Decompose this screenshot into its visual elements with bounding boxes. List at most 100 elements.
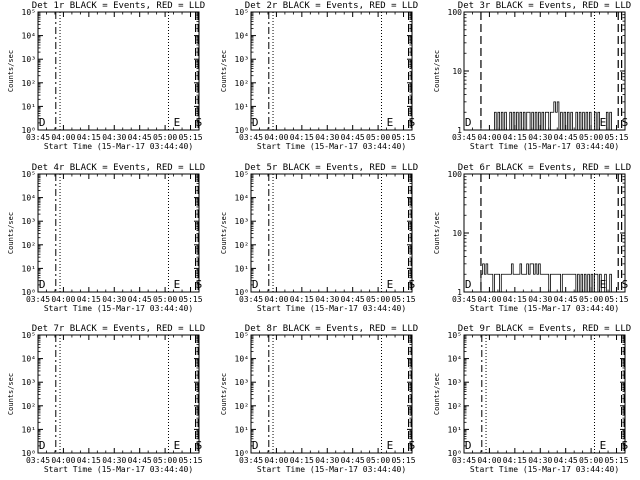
event-marker-d: D [465, 116, 472, 129]
event-marker-d: D [465, 439, 472, 452]
y-tick-label: 10⁵ [235, 8, 249, 17]
chart-panel-5: Det 5r BLACK = Events, RED = LLD 10⁰ 10¹ 10… [220, 163, 418, 313]
x-tick-label: 04:00 [51, 133, 75, 142]
y-tick-label: 10⁴ [235, 32, 249, 41]
plot-frame [37, 334, 200, 454]
y-tick-label: 100 [448, 8, 463, 17]
x-tick-label: 05:00 [366, 456, 390, 465]
chart-title: Det 8r BLACK = Events, RED = LLD [245, 324, 418, 334]
x-axis-label: Start Time (15-Mar-17 03:44:40) [44, 142, 193, 151]
x-tick-label: 05:15 [604, 456, 628, 465]
chart-panel-9: Det 9r BLACK = Events, RED = LLD 10⁰ 10¹ 10… [433, 324, 631, 474]
y-tick-label: 10² [22, 241, 36, 250]
y-tick-label: 1 [457, 126, 462, 135]
x-tick-label: 05:00 [579, 456, 603, 465]
event-marker-e: E [387, 439, 394, 452]
event-marker-d: D [252, 439, 259, 452]
y-tick-label: 10⁴ [235, 355, 249, 364]
y-tick-label: 10³ [448, 378, 462, 387]
y-tick-label: 10 [452, 67, 462, 76]
x-tick-label: 05:15 [604, 295, 628, 304]
event-marker-d: D [252, 116, 259, 129]
y-tick-label: 10⁴ [448, 355, 462, 364]
event-marker-s: S [622, 116, 629, 129]
plot-frame [37, 11, 200, 131]
x-tick-label: 04:15 [503, 133, 527, 142]
y-tick-label: 10⁴ [22, 32, 36, 41]
y-tick-label: 10⁵ [235, 331, 249, 340]
y-tick-label: 10⁰ [235, 126, 249, 135]
event-marker-s: S [196, 439, 203, 452]
x-axis-label: Start Time (15-Mar-17 03:44:40) [44, 465, 193, 474]
x-tick-label: 04:30 [315, 295, 339, 304]
x-tick-label: 04:30 [528, 456, 552, 465]
plot-frame [250, 11, 413, 131]
x-tick-label: 05:15 [178, 295, 202, 304]
x-tick-label: 04:45 [341, 133, 365, 142]
x-tick-label: 04:30 [102, 133, 126, 142]
y-axis-label: Counts/sec [220, 373, 228, 415]
events-series-line [480, 263, 612, 293]
chart-panel-6: Det 6r BLACK = Events, RED = LLD 1 10 100 03… [433, 163, 631, 313]
chart-panel-1: Det 1r BLACK = Events, RED = LLD 10⁰ 10¹ 10… [7, 1, 205, 151]
x-tick-label: 04:15 [290, 133, 314, 142]
y-tick-label: 10³ [235, 217, 249, 226]
x-tick-label: 04:15 [290, 456, 314, 465]
x-tick-label: 03:45 [239, 133, 263, 142]
y-tick-label: 10⁰ [22, 449, 36, 458]
chart-title: Det 4r BLACK = Events, RED = LLD [32, 163, 205, 173]
x-tick-label: 04:30 [102, 295, 126, 304]
plot-frame [250, 173, 413, 293]
y-tick-label: 10⁰ [235, 449, 249, 458]
event-marker-s: S [196, 116, 203, 129]
y-tick-label: 10¹ [235, 425, 249, 434]
y-tick-label: 10² [22, 79, 36, 88]
x-axis-label: Start Time (15-Mar-17 03:44:40) [470, 304, 619, 313]
x-tick-label: 04:00 [264, 456, 288, 465]
x-axis-label: Start Time (15-Mar-17 03:44:40) [44, 304, 193, 313]
x-tick-label: 05:15 [178, 456, 202, 465]
x-tick-label: 03:45 [26, 456, 50, 465]
x-tick-label: 04:00 [51, 456, 75, 465]
event-marker-e: E [174, 116, 181, 129]
x-tick-label: 04:45 [554, 133, 578, 142]
plot-frame [463, 334, 626, 454]
chart-title: Det 6r BLACK = Events, RED = LLD [458, 163, 631, 173]
chart-panel-8: Det 8r BLACK = Events, RED = LLD 10⁰ 10¹ 10… [220, 324, 418, 474]
event-marker-s: S [622, 439, 629, 452]
x-tick-label: 04:15 [503, 295, 527, 304]
x-tick-label: 05:00 [153, 295, 177, 304]
chart-title: Det 9r BLACK = Events, RED = LLD [458, 324, 631, 334]
y-tick-label: 10⁰ [22, 126, 36, 135]
y-tick-label: 10¹ [22, 102, 36, 111]
x-tick-label: 04:15 [503, 456, 527, 465]
x-axis-label: Start Time (15-Mar-17 03:44:40) [257, 142, 406, 151]
x-tick-label: 04:45 [554, 456, 578, 465]
x-tick-label: 03:45 [239, 295, 263, 304]
y-tick-label: 10¹ [235, 264, 249, 273]
y-tick-label: 10⁰ [235, 288, 249, 297]
x-tick-label: 04:00 [477, 295, 501, 304]
y-tick-label: 10¹ [235, 102, 249, 111]
x-tick-label: 05:00 [579, 295, 603, 304]
y-tick-label: 10 [452, 229, 462, 238]
plot-frame [37, 173, 200, 293]
event-marker-e: E [600, 116, 607, 129]
y-tick-label: 10⁵ [448, 331, 462, 340]
y-tick-label: 10¹ [448, 425, 462, 434]
x-tick-label: 04:45 [128, 133, 152, 142]
x-tick-label: 05:15 [391, 133, 415, 142]
x-tick-label: 04:15 [77, 456, 101, 465]
x-tick-label: 04:15 [77, 295, 101, 304]
event-marker-s: S [409, 439, 416, 452]
y-axis-label: Counts/sec [433, 212, 441, 254]
chart-title: Det 7r BLACK = Events, RED = LLD [32, 324, 205, 334]
chart-panel-7: Det 7r BLACK = Events, RED = LLD 10⁰ 10¹ 10… [7, 324, 205, 474]
event-marker-s: S [409, 278, 416, 291]
x-tick-label: 04:30 [315, 133, 339, 142]
event-marker-d: D [39, 439, 46, 452]
event-marker-d: D [39, 278, 46, 291]
y-tick-label: 10³ [22, 55, 36, 64]
x-tick-label: 04:00 [51, 295, 75, 304]
y-axis-label: Counts/sec [7, 373, 15, 415]
